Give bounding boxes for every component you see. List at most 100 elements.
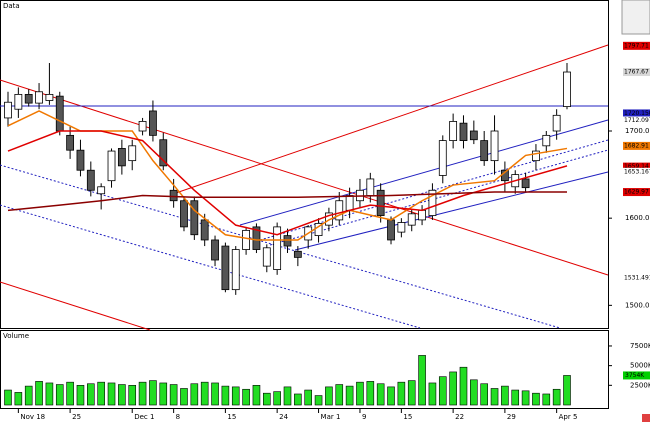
trend-line [169,44,609,196]
price-tag [623,273,650,282]
volume-bar [480,383,488,406]
candle-body [211,239,219,261]
candle-body [35,91,43,104]
candle-body [200,219,209,241]
price-panel [0,0,609,329]
x-tick-label: 15 [227,413,236,421]
dotted-line [0,204,421,329]
volume-bar [387,386,395,406]
y-tick-label: 1500.00 [625,301,650,309]
price-tag-label: 1797.71 [624,42,649,49]
corner-button[interactable] [642,414,650,422]
price-tag-label: 1767.67 [624,69,649,76]
volume-bar [325,386,333,406]
candle-body [345,195,354,211]
candle-body [366,178,375,196]
candle-body [407,213,416,226]
volume-bar [242,388,250,406]
dotted-line [0,164,561,329]
price-tag [623,141,650,150]
volume-bar [356,381,364,406]
volume-bar [159,382,168,406]
volume-bar [335,384,344,406]
candle-body [138,121,147,132]
volume-bar [418,355,426,406]
volume-bar [190,383,199,406]
candle-body [45,93,54,101]
volume-bar [128,385,137,406]
volume-bar [552,388,561,406]
candle-body [490,130,499,162]
volume-bar [397,381,406,406]
volume-bar [211,382,219,406]
price-title: Data [3,2,20,10]
volume-bar [180,388,188,406]
volume-bar [366,381,375,406]
volume-bar [76,385,85,406]
candle-body [387,219,395,241]
price-tag-label: 1712.0976 [624,117,650,124]
candle-body [418,209,426,221]
volume-bar [304,389,313,406]
x-tick-label: 8 [176,413,180,421]
volume-bar [449,371,457,406]
candle-body [107,150,116,182]
volume-bar [501,385,509,406]
candle-body [449,121,458,141]
volume-bar [490,388,499,406]
volume-bar [563,375,571,406]
volume-bar [14,392,23,406]
volume-bar [118,384,126,406]
volume-bar [511,389,520,406]
candle-body [169,189,178,202]
v-tick-label: 2500K [630,381,650,389]
volume-bar [169,384,178,406]
x-tick-label: 24 [279,413,288,421]
candle-body [117,148,126,167]
candle-body [128,145,137,162]
trend-line [0,79,609,276]
trend-line [0,281,151,331]
volume-bar [149,380,157,406]
price-tag [623,116,650,125]
volume-bar [542,393,551,406]
x-tick-label: 25 [72,413,81,421]
y-tick-label: 1600.00 [625,214,650,222]
candle-body [532,150,540,162]
candle-body [376,189,385,216]
volume-bar [428,382,437,406]
candle-body [14,93,23,110]
candle-body [66,134,75,151]
candle-body [563,71,571,107]
volume-bar [35,381,43,406]
volume-bar [107,382,116,406]
volume-bar [97,381,105,406]
volume-bar [231,386,240,406]
candle-body [293,250,302,258]
x-tick-label: 9 [362,413,366,421]
x-tick-label: Apr 5 [559,413,578,421]
price-tag-label: 1629.97 [624,189,649,196]
volume-bar [376,383,385,406]
volume-bar [45,382,54,406]
price-tag-label: 1659.14 [624,163,649,170]
volume-bar [252,385,261,406]
candle-body [252,226,261,250]
candle-body [273,226,282,270]
volume-bar [66,381,74,406]
volume-bar [24,385,33,406]
candle-body [459,122,468,141]
candle-body [438,140,447,176]
candle-body [335,200,344,221]
candle-body [86,169,95,191]
volume-bar [294,393,302,406]
price-tag [623,109,650,118]
volume-bar [138,381,147,406]
volume-bar [470,379,478,406]
volume-bar [273,391,281,406]
price-tag [623,68,650,77]
candle-body [242,229,250,250]
y-tick-label: 1700.00 [625,127,650,135]
